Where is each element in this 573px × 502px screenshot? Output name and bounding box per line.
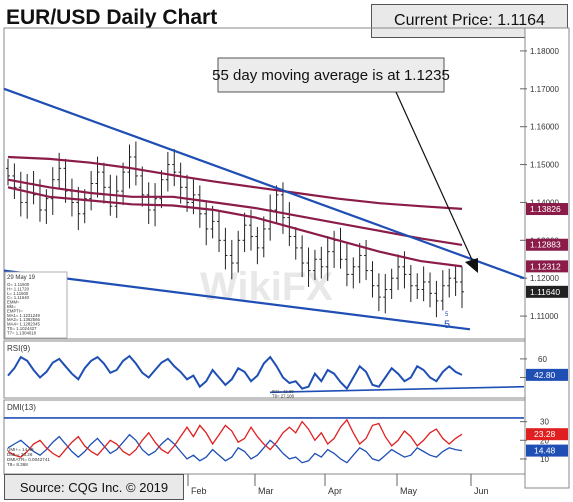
rsi-legend: RSI(9): [7, 344, 30, 353]
info-box-line: Bkt=: [7, 304, 16, 309]
rsi-line: [7, 354, 463, 391]
info-box-line: L= 1.11600: [7, 291, 29, 296]
info-box-line: MA2= 1.1362566: [7, 317, 40, 322]
info-box-line: H= 1.11720: [7, 286, 30, 291]
moving-averages: [7, 155, 463, 268]
price-y-tick-label: 1.15000: [530, 161, 559, 170]
annotation: 55 day moving average is at 1.1235: [212, 57, 478, 273]
info-box-line: MA1= 1.1231249: [7, 313, 40, 318]
price-y-tick-label: 1.12000: [530, 274, 559, 283]
x-axis-month-label: Apr: [328, 486, 342, 496]
price-tags: 1.13826 1.12883 1.12312 1.11640: [526, 203, 568, 298]
x-axis-month-label: Mar: [258, 486, 274, 496]
annotation-arrow: [395, 91, 474, 263]
dmi-y-tick-label: 30: [540, 418, 549, 427]
dmi-minus-line: [7, 418, 463, 458]
wave-label: 5: [444, 319, 450, 331]
dmi-legend: DMI(13): [7, 403, 36, 412]
price-tag-bg: [526, 260, 568, 273]
price-y-tick-label: 1.16000: [530, 123, 559, 132]
dmi-y-tick-label: 10: [540, 455, 549, 464]
dmi-info-line: T8= 8.368: [7, 462, 28, 467]
dmi-plus-line: [7, 433, 463, 464]
price-tag-label: 1.12312: [530, 261, 561, 271]
price-tag-label: 1.13826: [530, 204, 561, 214]
dmi-tag-label: 14.48: [534, 446, 556, 456]
dmi-info-line: DMI-= 23.28: [7, 452, 33, 457]
price-tag-label: 1.11640: [530, 287, 560, 297]
info-box-line: EMPTI=: [7, 308, 23, 313]
info-box-date: 29 May 19: [7, 275, 36, 281]
info-box-line: O= 1.11600: [7, 282, 30, 287]
watermark: WikiFX: [200, 265, 333, 309]
wave-label-small: 5: [445, 312, 449, 318]
rsi-info-line: T8= 27.108: [272, 394, 294, 399]
price-tag-label: 1.12883: [530, 240, 561, 250]
dmi-info-line: DMIATR= 0.0042741: [7, 457, 50, 462]
rsi-last-tag: 42.80: [534, 370, 556, 380]
chart-title: EUR/USD Daily Chart: [6, 6, 218, 29]
dmi-info-line: DMI+= 14.48: [7, 447, 34, 452]
trendlines: [3, 87, 525, 331]
rsi-series: 42.80: [7, 354, 568, 394]
price-y-tick-label: 1.11000: [530, 312, 559, 321]
price-y-tick-label: 1.14000: [530, 198, 559, 207]
x-axis-month-label: Feb: [191, 486, 207, 496]
info-box-line: TS= 1.1024427: [7, 326, 37, 331]
x-axis-month-label: May: [400, 486, 418, 496]
rsi-last-tag-bg: [526, 368, 568, 381]
price-tag-bg: [526, 238, 568, 251]
annotation-text: 55 day moving average is at 1.1235: [212, 67, 450, 84]
price-tag-bg: [526, 203, 568, 216]
dmi-y-tick-label: 20: [540, 436, 549, 445]
annotation-arrowhead: [465, 258, 478, 273]
info-box-line: MA4= 1.1282345: [7, 322, 40, 327]
price-tag-bg: [526, 285, 568, 298]
info-box-line: EMM=: [7, 300, 20, 305]
moving-average-line: [7, 186, 463, 268]
source-box: Source: CQG Inc. © 2019: [4, 474, 184, 500]
price-y-tick-label: 1.17000: [530, 85, 559, 94]
info-box-line: C= 1.11640: [7, 295, 30, 300]
axis-gutter: [524, 27, 570, 489]
dmi-tag-bg: [526, 444, 568, 457]
dmi-tag-bg: [526, 428, 568, 441]
moving-average-line: [7, 155, 463, 210]
price-y-tick-label: 1.18000: [530, 47, 559, 56]
lower-trendline: [3, 269, 471, 331]
dmi-series: 23.28 14.48: [4, 417, 568, 464]
moving-average-line: [7, 178, 463, 246]
dmi-panel-frame: [3, 399, 526, 475]
rsi-info-line: RSI= 42.80: [272, 389, 294, 394]
upper-trendline: [3, 87, 525, 280]
x-axis-month-label: Jun: [474, 486, 489, 496]
rsi-trendline: [269, 385, 525, 394]
rsi-y-tick-label: 60: [538, 355, 547, 364]
info-box-line: T7= 1.1304018: [7, 330, 37, 335]
dmi-tag-label: 23.28: [534, 429, 556, 439]
dmi-y-ticks: 30 20 10: [520, 418, 549, 464]
